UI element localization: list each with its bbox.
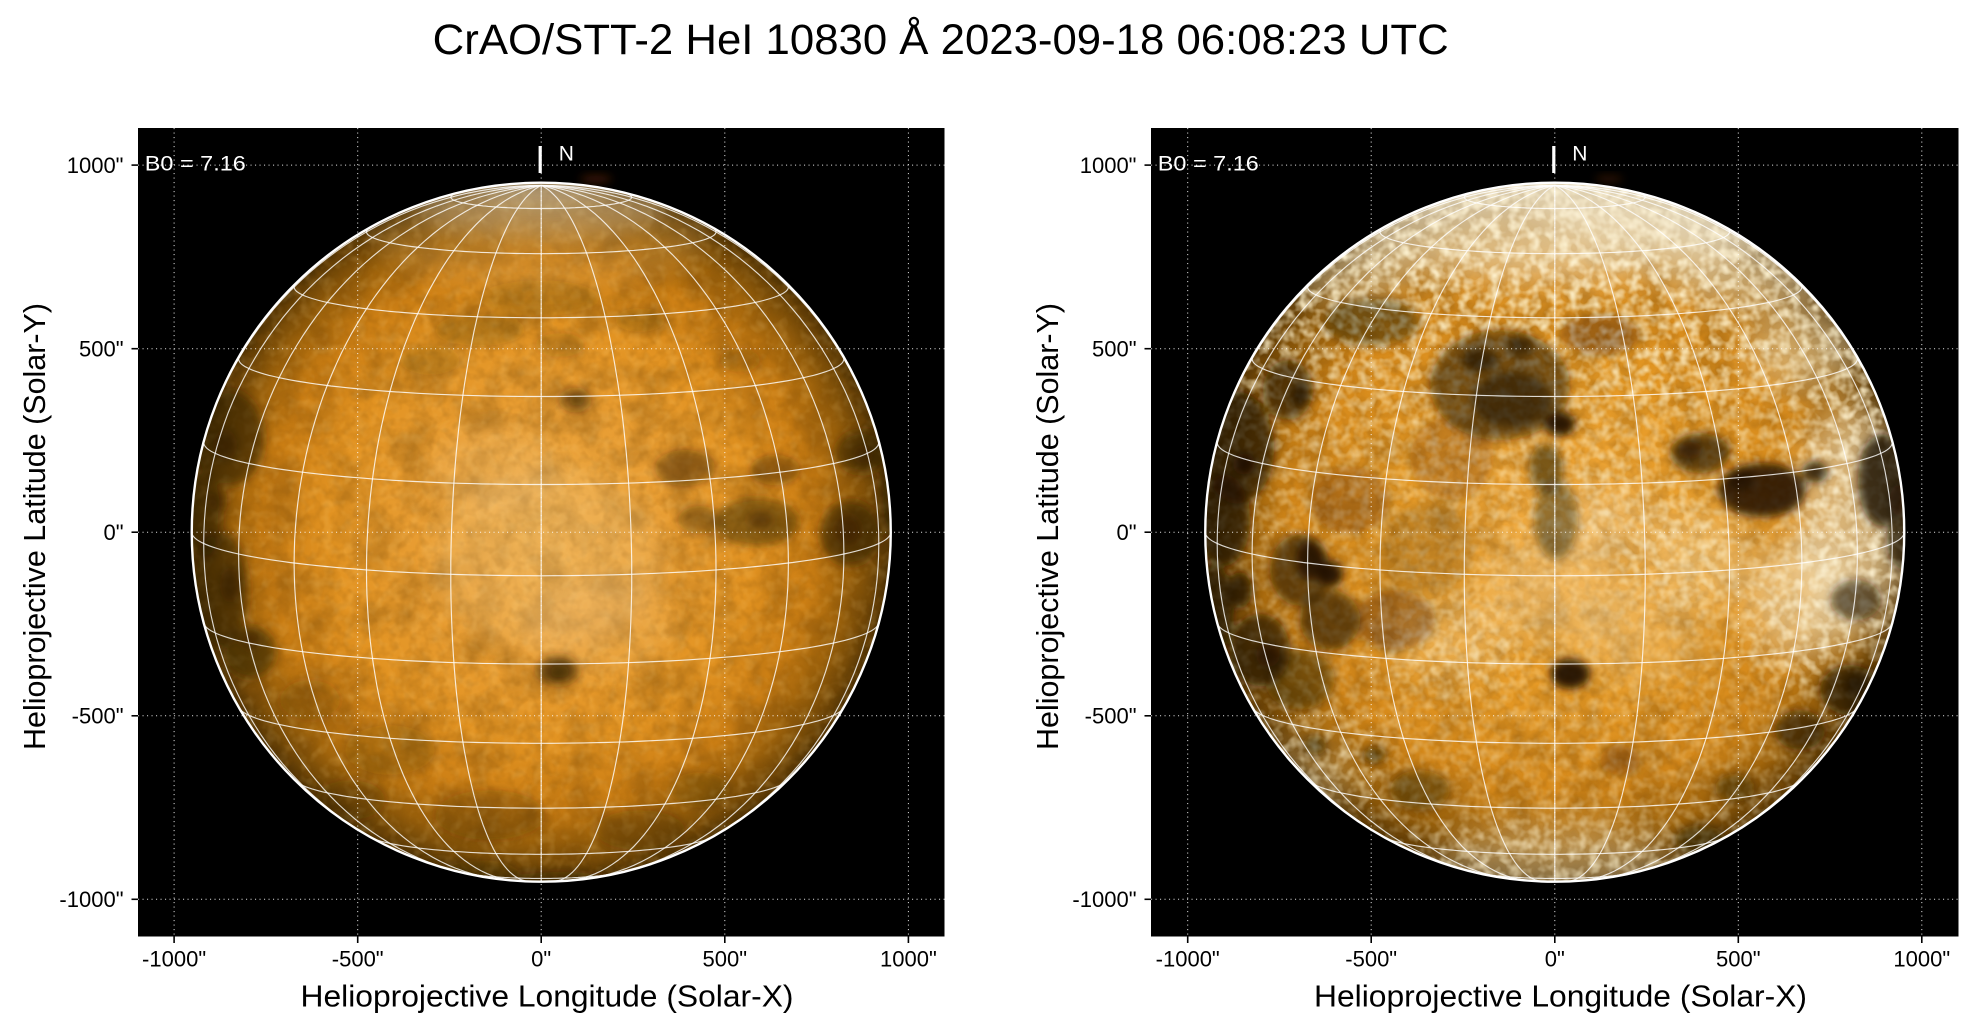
svg-text:500": 500" (1716, 947, 1761, 972)
svg-text:-1000": -1000" (1156, 947, 1220, 972)
svg-text:-500": -500" (1085, 704, 1137, 729)
svg-text:B0 = 7.16: B0 = 7.16 (1158, 152, 1259, 175)
svg-text:CrAO/STT-2 HeI 10830 Å 2023-09: CrAO/STT-2 HeI 10830 Å 2023-09-18 06:08:… (433, 16, 1449, 64)
svg-text:Helioprojective Latitude (Sola: Helioprojective Latitude (Solar-Y) (17, 303, 52, 750)
svg-text:500": 500" (1092, 337, 1137, 362)
svg-text:-500": -500" (1345, 947, 1397, 972)
svg-text:1000": 1000" (880, 947, 937, 972)
svg-text:0": 0" (531, 947, 551, 972)
svg-text:0": 0" (103, 520, 123, 545)
svg-text:-1000": -1000" (59, 887, 123, 912)
svg-text:N: N (1572, 143, 1587, 166)
svg-text:B0 = 7.16: B0 = 7.16 (145, 152, 246, 175)
svg-text:0": 0" (1545, 947, 1565, 972)
svg-text:-1000": -1000" (142, 947, 206, 972)
svg-text:1000": 1000" (1080, 153, 1137, 178)
svg-text:-500": -500" (332, 947, 384, 972)
svg-text:Helioprojective Longitude (Sol: Helioprojective Longitude (Solar-X) (301, 979, 794, 1014)
svg-text:0": 0" (1116, 520, 1136, 545)
svg-text:-500": -500" (72, 704, 124, 729)
svg-text:500": 500" (703, 947, 748, 972)
svg-text:-1000": -1000" (1072, 887, 1136, 912)
svg-text:1000": 1000" (1893, 947, 1950, 972)
svg-text:N: N (559, 143, 574, 166)
svg-text:500": 500" (79, 337, 124, 362)
svg-text:Helioprojective Latitude (Sola: Helioprojective Latitude (Solar-Y) (1030, 303, 1065, 750)
svg-text:Helioprojective Longitude (Sol: Helioprojective Longitude (Solar-X) (1314, 979, 1807, 1014)
svg-text:1000": 1000" (67, 153, 124, 178)
